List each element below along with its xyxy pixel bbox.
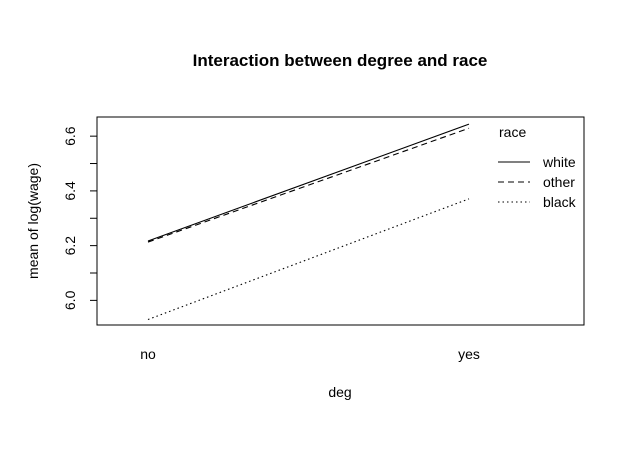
y-tick-label: 6.6 xyxy=(62,126,78,146)
series-line-black xyxy=(147,198,470,321)
chart-title: Interaction between degree and race xyxy=(193,51,488,70)
y-axis: 6.0 6.2 6.4 6.6 xyxy=(62,126,97,310)
x-axis: no yes xyxy=(140,346,480,362)
y-tick-label: 6.0 xyxy=(62,290,78,310)
legend-label-white: white xyxy=(542,154,576,170)
series-lines xyxy=(147,123,470,321)
x-tick-label: yes xyxy=(458,346,480,362)
x-axis-label: deg xyxy=(328,384,351,400)
x-tick-label: no xyxy=(140,346,156,362)
series-line-other xyxy=(147,127,470,243)
y-axis-label: mean of log(wage) xyxy=(25,163,41,279)
legend-label-other: other xyxy=(543,174,575,190)
y-tick-label: 6.4 xyxy=(62,181,78,201)
y-tick-label: 6.2 xyxy=(62,236,78,256)
series-line-white xyxy=(147,123,470,242)
legend-title: race xyxy=(499,124,526,140)
legend: race white other black xyxy=(498,124,577,210)
legend-label-black: black xyxy=(543,194,577,210)
plot-frame xyxy=(96,116,585,326)
